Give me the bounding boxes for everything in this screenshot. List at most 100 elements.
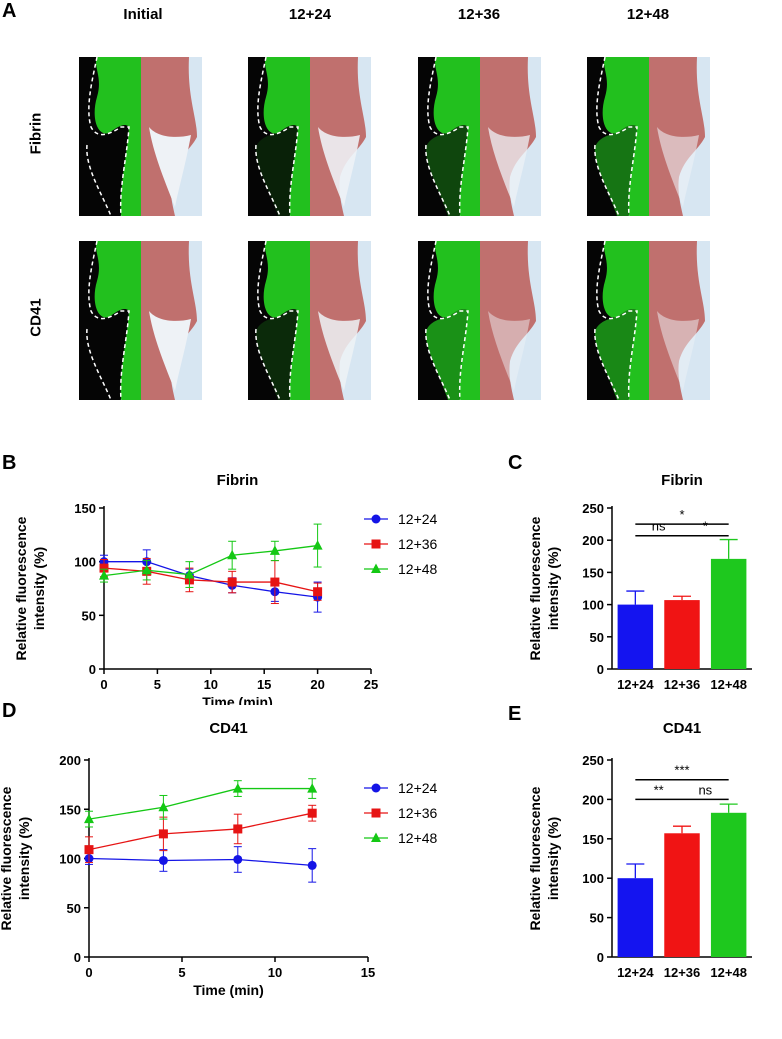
bar-12+24 bbox=[617, 878, 654, 957]
brightfield-blood bbox=[649, 241, 705, 400]
channel-outline-dashed bbox=[425, 57, 469, 216]
y-axis-label: Relative fluorescence intensity (%) bbox=[527, 516, 561, 660]
significance-label: * bbox=[679, 507, 684, 522]
micrograph-image bbox=[79, 57, 202, 216]
y-tick-label: 150 bbox=[74, 501, 96, 516]
data-point-12+36 bbox=[270, 560, 280, 605]
x-tick-label: 0 bbox=[85, 965, 92, 980]
panel-label-e: E bbox=[508, 703, 522, 725]
brightfield-pocket bbox=[149, 127, 191, 207]
marker-triangle bbox=[141, 564, 152, 575]
micrograph-image bbox=[248, 241, 371, 400]
significance-label: *** bbox=[674, 763, 689, 778]
chart-cd41-bar: CD41 0 50 100 150 200 250 Relative fluorescence… bbox=[527, 720, 752, 980]
clot-fluorescence bbox=[594, 124, 637, 216]
fluorescence-channel bbox=[433, 241, 480, 400]
y-tick-label: 200 bbox=[582, 533, 604, 548]
chart-fibrin-line: Fibrin 0 50 100 150 0 5 10 15 20 25 Time (min) Relat… bbox=[13, 472, 438, 705]
micrograph-cd41-12-36 bbox=[418, 241, 541, 400]
data-point-12+48 bbox=[312, 523, 323, 568]
y-tick-label: 50 bbox=[67, 901, 81, 916]
bar-12+24 bbox=[617, 604, 654, 669]
x-tick-label: 25 bbox=[364, 677, 378, 692]
micrograph-image bbox=[79, 241, 202, 400]
y-tick-label: 100 bbox=[582, 598, 604, 613]
marker-triangle bbox=[99, 570, 109, 580]
micrograph-fibrin-initial bbox=[79, 57, 202, 216]
marker-triangle bbox=[84, 813, 94, 824]
clot-fluorescence bbox=[255, 124, 298, 216]
x-tick-label: 5 bbox=[154, 677, 161, 692]
x-tick-label: 10 bbox=[268, 965, 282, 980]
marker-triangle bbox=[312, 540, 323, 550]
chart-fibrin-bar: Fibrin 0 50 100 150 200 250 Relative fluorescen… bbox=[527, 472, 752, 692]
x-tick-label: 12+48 bbox=[710, 677, 747, 692]
y-tick-label: 250 bbox=[582, 753, 604, 768]
series-line-12+24 bbox=[88, 857, 313, 867]
data-point-12+48 bbox=[227, 540, 238, 570]
x-axis-label: Time (min) bbox=[202, 694, 273, 705]
marker-triangle bbox=[307, 783, 318, 793]
data-point-12+48 bbox=[84, 810, 94, 828]
marker-triangle bbox=[184, 569, 195, 579]
micrograph-image bbox=[418, 241, 541, 400]
y-axis-label: Relative fluorescence intensity (%) bbox=[527, 786, 561, 930]
y-tick-label: 50 bbox=[590, 911, 604, 926]
clot-fluorescence bbox=[594, 308, 637, 400]
significance-label: ** bbox=[654, 782, 664, 797]
data-point-12+48 bbox=[158, 794, 169, 820]
legend-label: 12+48 bbox=[398, 561, 438, 577]
micrograph-image bbox=[587, 57, 710, 216]
series-line-12+24 bbox=[104, 561, 318, 598]
y-tick-label: 150 bbox=[59, 802, 81, 817]
x-tick-label: 15 bbox=[257, 677, 271, 692]
panel-label-d: D bbox=[2, 700, 17, 722]
data-point-12+48 bbox=[307, 778, 318, 799]
fluorescence-channel bbox=[94, 241, 141, 400]
legend-marker bbox=[371, 539, 381, 549]
data-point-12+36 bbox=[233, 813, 243, 845]
marker-circle bbox=[307, 860, 317, 870]
micrograph-image bbox=[587, 241, 710, 400]
marker-square bbox=[233, 824, 243, 834]
marker-circle bbox=[233, 854, 243, 864]
legend-marker bbox=[371, 563, 381, 573]
brightfield-blood bbox=[310, 57, 366, 216]
fluorescence-channel bbox=[602, 57, 649, 216]
y-tick-label: 0 bbox=[89, 662, 96, 677]
brightfield-pocket bbox=[657, 311, 699, 391]
row-label-cd41: CD41 bbox=[27, 298, 45, 337]
y-tick-label: 0 bbox=[597, 662, 604, 677]
micrograph-cd41-12-24 bbox=[248, 241, 371, 400]
micrograph-fibrin-12-48 bbox=[587, 57, 710, 216]
y-tick-label: 250 bbox=[582, 501, 604, 516]
marker-square bbox=[99, 563, 109, 573]
column-label-12-36: 12+36 bbox=[457, 6, 501, 23]
marker-triangle bbox=[227, 549, 238, 560]
marker-triangle bbox=[269, 545, 280, 555]
x-tick-label: 12+24 bbox=[617, 677, 654, 692]
legend-marker bbox=[371, 783, 381, 793]
significance-label: ns bbox=[698, 782, 712, 797]
channel-outline-dashed bbox=[425, 241, 469, 400]
data-point-12+48 bbox=[269, 540, 280, 562]
x-axis-label: Time (min) bbox=[193, 982, 264, 998]
x-tick-label: 5 bbox=[178, 965, 185, 980]
data-point-12+24 bbox=[307, 848, 317, 883]
chart-title: CD41 bbox=[663, 720, 701, 737]
legend-label: 12+36 bbox=[398, 536, 438, 552]
y-tick-label: 0 bbox=[74, 950, 81, 965]
micrograph-image bbox=[418, 57, 541, 216]
legend-marker bbox=[371, 832, 381, 842]
y-tick-label: 100 bbox=[59, 852, 81, 867]
x-tick-label: 12+24 bbox=[617, 965, 654, 980]
data-point-12+36 bbox=[227, 570, 237, 594]
marker-square bbox=[313, 587, 323, 597]
x-tick-label: 15 bbox=[361, 965, 375, 980]
channel-outline-dashed bbox=[255, 57, 299, 216]
brightfield-blood bbox=[480, 241, 536, 400]
data-point-12+48 bbox=[184, 561, 195, 588]
bar-12+48 bbox=[710, 812, 747, 957]
data-point-12+36 bbox=[313, 582, 323, 601]
panel-label-b: B bbox=[2, 452, 17, 474]
